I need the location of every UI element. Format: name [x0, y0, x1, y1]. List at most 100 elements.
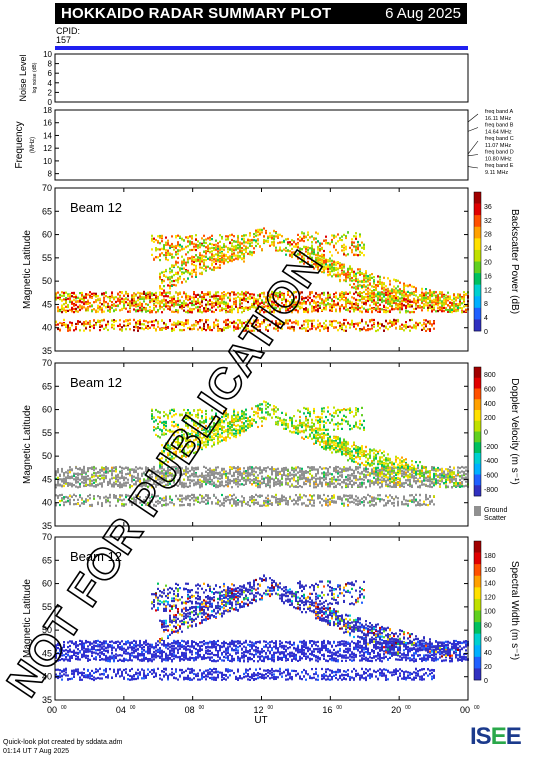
scatter-cell	[415, 300, 417, 303]
scatter-cell	[193, 496, 195, 499]
scatter-cell	[343, 292, 345, 295]
scatter-cell	[189, 416, 191, 419]
scatter-cell	[219, 260, 221, 263]
scatter-cell	[299, 302, 301, 305]
scatter-cell	[281, 302, 283, 305]
scatter-cell	[385, 310, 387, 313]
scatter-cell	[101, 292, 103, 295]
scatter-cell	[151, 292, 153, 295]
scatter-cell	[379, 275, 381, 278]
scatter-cell	[161, 472, 163, 475]
scatter-cell	[131, 502, 133, 505]
scatter-cell	[179, 245, 181, 248]
scatter-cell	[97, 310, 99, 313]
scatter-cell	[85, 296, 87, 299]
scatter-cell	[113, 495, 115, 498]
scatter-cell	[323, 262, 325, 265]
scatter-cell	[243, 292, 245, 295]
scatter-cell	[159, 459, 161, 462]
scatter-cell	[79, 484, 81, 487]
scatter-cell	[341, 304, 343, 307]
scatter-cell	[117, 478, 119, 482]
scatter-cell	[373, 299, 375, 302]
scatter-cell	[307, 252, 309, 255]
scatter-cell	[161, 271, 163, 274]
scatter-cell	[107, 471, 109, 474]
scatter-cell	[143, 481, 145, 484]
scatter-cell	[75, 495, 77, 498]
scatter-cell	[101, 468, 103, 471]
scatter-cell	[177, 234, 179, 237]
scatter-cell	[83, 484, 85, 488]
scatter-cell	[165, 502, 167, 505]
scatter-cell	[377, 297, 379, 300]
scatter-cell	[367, 299, 369, 303]
scatter-cell	[71, 485, 73, 488]
scatter-cell	[187, 298, 189, 301]
scatter-cell	[395, 322, 397, 325]
scatter-cell	[259, 309, 261, 312]
scatter-cell	[127, 303, 129, 306]
scatter-cell	[331, 259, 333, 262]
scatter-cell	[185, 304, 187, 307]
scatter-cell	[155, 311, 157, 314]
scatter-cell	[121, 485, 123, 489]
scatter-cell	[91, 310, 93, 313]
scatter-cell	[109, 297, 111, 300]
scatter-cell	[425, 301, 427, 304]
scatter-cell	[411, 304, 413, 307]
title-bar: HOKKAIDO RADAR SUMMARY PLOT 6 Aug 2025	[55, 3, 467, 24]
scatter-cell	[113, 485, 115, 488]
scatter-cell	[97, 304, 99, 308]
scatter-cell	[357, 323, 359, 326]
scatter-cell	[263, 311, 265, 314]
scatter-cell	[253, 299, 255, 302]
scatter-cell	[169, 453, 171, 456]
scatter-cell	[293, 326, 295, 329]
scatter-cell	[119, 299, 121, 302]
scatter-cell	[249, 250, 251, 253]
scatter-cell	[389, 310, 391, 313]
scatter-cell	[211, 250, 213, 253]
scatter-cell	[211, 264, 213, 267]
scatter-cell	[169, 445, 171, 448]
scatter-cell	[99, 478, 101, 481]
scatter-cell	[313, 309, 315, 312]
scatter-cell	[267, 305, 269, 308]
scatter-cell	[425, 299, 427, 302]
scatter-cell	[219, 266, 221, 269]
scatter-cell	[203, 325, 205, 328]
scatter-cell	[89, 484, 91, 487]
scatter-cell	[163, 485, 165, 488]
scatter-cell	[333, 268, 335, 271]
scatter-cell	[215, 248, 217, 251]
scatter-cell	[109, 504, 111, 507]
scatter-cell	[315, 237, 317, 240]
scatter-cell	[63, 473, 65, 476]
scatter-cell	[421, 294, 423, 297]
scatter-cell	[333, 293, 335, 296]
scatter-cell	[373, 301, 375, 304]
scatter-cell	[167, 276, 169, 279]
scatter-cell	[335, 261, 337, 264]
scatter-cell	[435, 310, 437, 313]
scatter-cell	[135, 323, 137, 326]
scatter-cell	[199, 246, 201, 249]
scatter-cell	[219, 251, 221, 254]
scatter-cell	[181, 245, 183, 248]
scatter-cell	[177, 497, 179, 501]
scatter-cell	[463, 310, 465, 313]
scatter-cell	[153, 480, 155, 483]
scatter-cell	[345, 298, 347, 302]
scatter-cell	[205, 238, 207, 241]
scatter-cell	[457, 293, 459, 297]
scatter-cell	[189, 479, 191, 482]
scatter-cell	[169, 286, 171, 289]
scatter-cell	[427, 304, 429, 307]
scatter-cell	[343, 299, 345, 302]
scatter-cell	[57, 471, 59, 474]
scatter-cell	[183, 239, 185, 242]
scatter-cell	[249, 239, 251, 242]
scatter-cell	[415, 327, 417, 330]
scatter-cell	[113, 324, 115, 327]
